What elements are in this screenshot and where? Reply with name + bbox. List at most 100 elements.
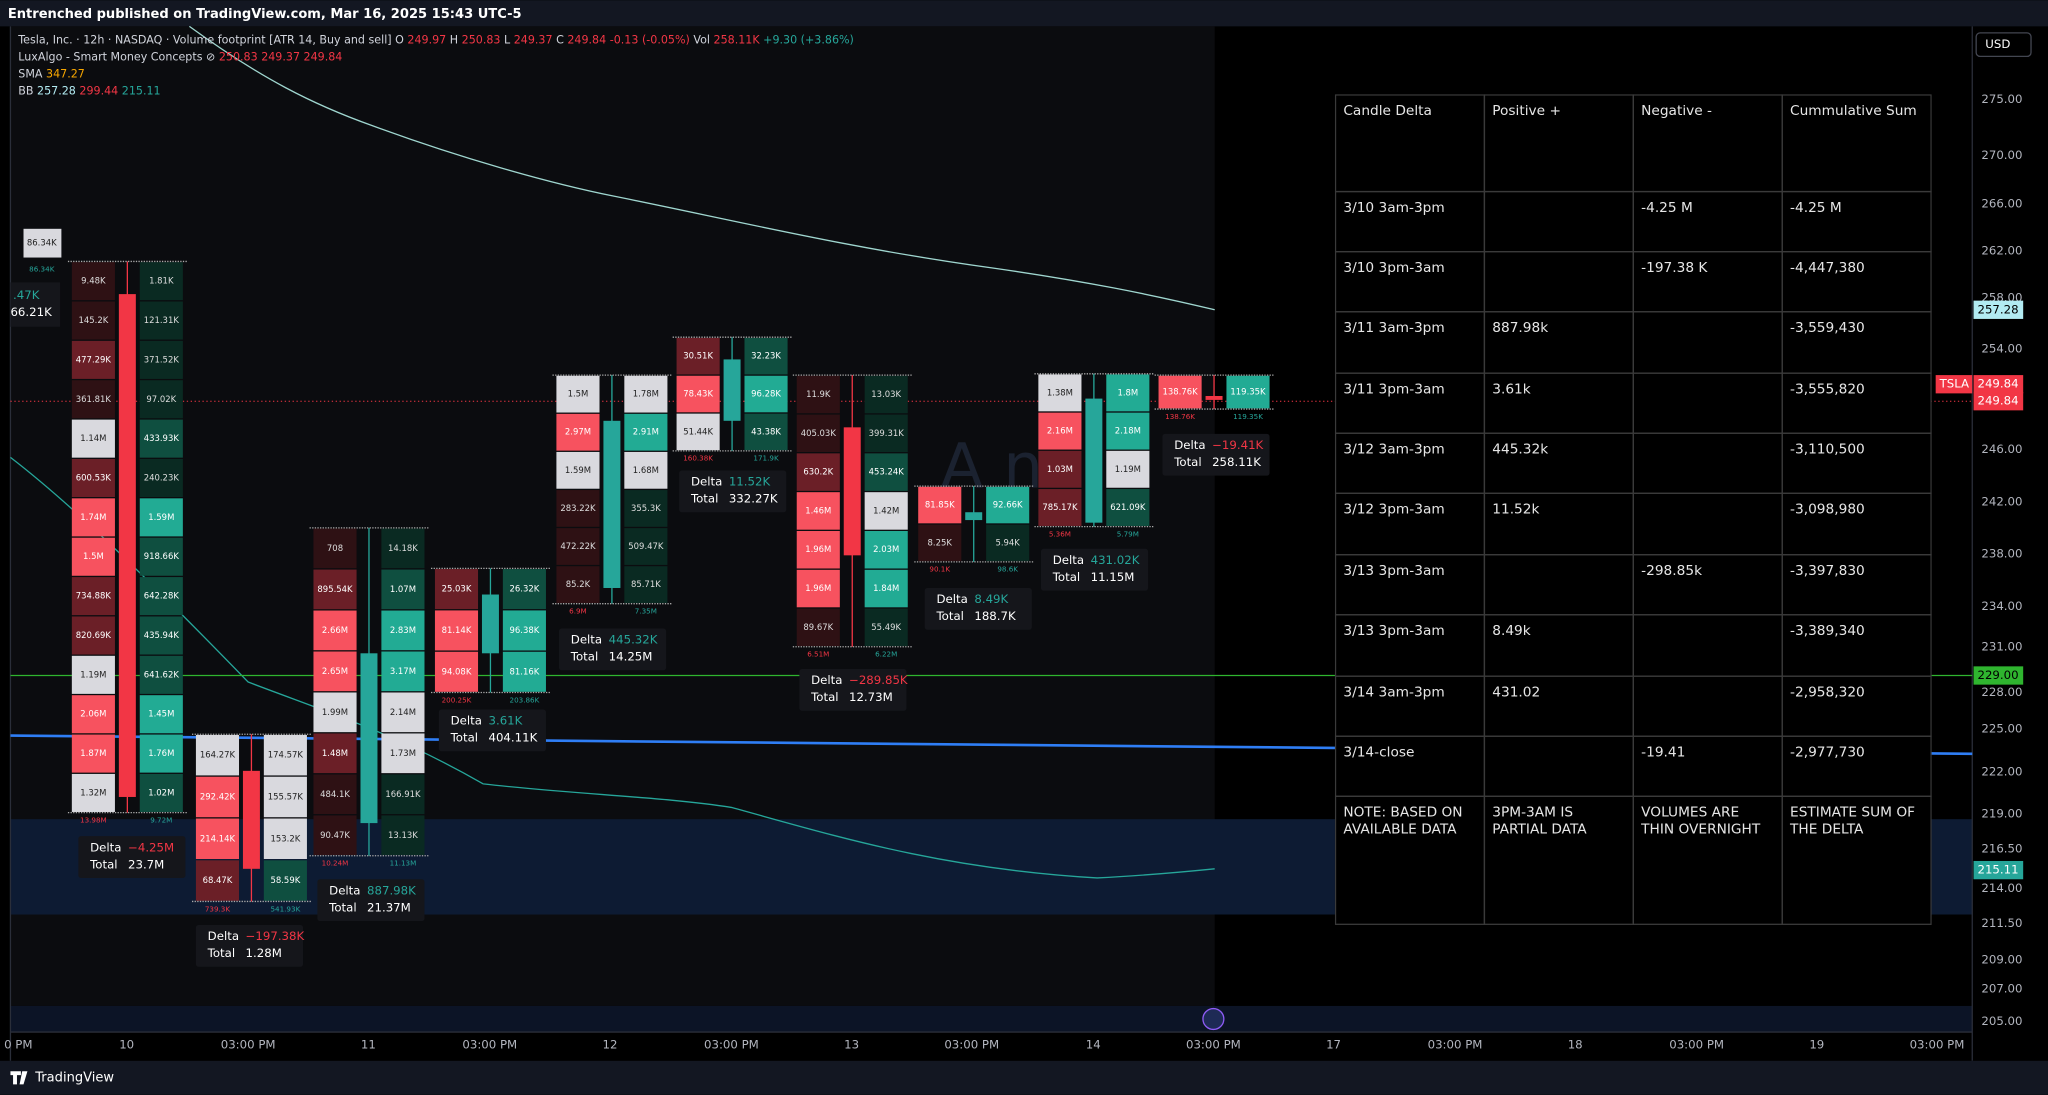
- foot-label: 160.38K: [683, 454, 713, 463]
- cell: [381, 692, 425, 733]
- time-label: 03:00 PM: [221, 1038, 276, 1052]
- total-label: Total: [207, 946, 235, 960]
- legend-line: Tesla, Inc. · 12h · NASDAQ · Volume foot…: [17, 34, 854, 47]
- table-cell: [1632, 493, 1783, 556]
- total-value: 23.7M: [128, 857, 164, 871]
- cell: [918, 486, 962, 524]
- cell-label: 1.96M: [805, 583, 831, 593]
- cell: [624, 528, 668, 565]
- cell: [381, 528, 425, 569]
- total-label: Total: [450, 731, 478, 745]
- cell-label: 477.29K: [76, 354, 112, 364]
- price-badge: [1973, 392, 2024, 411]
- price-label: 211.50: [1981, 916, 2022, 930]
- cell: [864, 414, 908, 453]
- table-cell: [1483, 735, 1634, 798]
- cell-label: 641.62K: [144, 669, 180, 679]
- cell: [1106, 450, 1150, 488]
- legend-item: Tesla, Inc. · 12h · NASDAQ · Volume foot…: [17, 34, 391, 47]
- table-cell: 3/11 3am-3pm: [1334, 311, 1485, 374]
- cell-label: 1.87M: [80, 748, 106, 758]
- foot-label: 13.98M: [80, 815, 107, 824]
- cell-label: 94.08K: [442, 666, 472, 676]
- cell: [1226, 375, 1270, 409]
- legend-item: C: [556, 34, 564, 47]
- table-cell: [1483, 250, 1634, 313]
- cell: [1038, 450, 1082, 488]
- price-label: 270.00: [1981, 148, 2022, 162]
- cell-label: 2.03M: [873, 544, 899, 554]
- total-value: 21.37M: [367, 900, 411, 914]
- cell: [796, 530, 840, 569]
- cell-label: 5.94K: [995, 537, 1020, 547]
- cell-label: 121.31K: [144, 315, 180, 325]
- delta-label: Delta: [811, 673, 842, 687]
- table-cell: -4.25 M: [1632, 190, 1783, 253]
- cell: [502, 610, 546, 651]
- cell: [624, 566, 668, 604]
- table-cell: Candle Delta: [1334, 94, 1485, 192]
- cell: [139, 695, 183, 734]
- legend-item: Vol: [693, 34, 710, 47]
- foot-label: 86.34K: [29, 264, 55, 273]
- table-cell: [1632, 372, 1783, 434]
- delta-value: 11.52K: [729, 475, 771, 489]
- foot-label: 6.22M: [875, 650, 897, 659]
- cell: [676, 413, 720, 451]
- cell: [139, 498, 183, 537]
- cell-label: 734.88K: [76, 591, 112, 601]
- cell: [381, 651, 425, 692]
- cell: [796, 453, 840, 491]
- currency-button[interactable]: [1975, 32, 2032, 58]
- cell-label: 1.81K: [149, 276, 174, 286]
- price-label: 225.00: [1981, 722, 2022, 736]
- cell-label: 785.17K: [1042, 502, 1078, 512]
- cell-label: 1.73M: [390, 748, 416, 758]
- table-cell: -4.25 M: [1780, 190, 1932, 253]
- price-label: 238.00: [1981, 547, 2022, 561]
- currency[interactable]: USD: [1985, 37, 2010, 51]
- time-label: 17: [1326, 1038, 1341, 1052]
- price-label: 254.00: [1981, 341, 2022, 355]
- cell-label: 708: [327, 543, 343, 553]
- bottom-band: [10, 1005, 1973, 1033]
- price-label: 266.00: [1981, 196, 2022, 210]
- cell: [744, 413, 788, 451]
- price-label: 214.00: [1981, 881, 2022, 895]
- legend-item: 249.84: [567, 34, 606, 47]
- price-label: 275.00: [1981, 92, 2022, 106]
- price-badge-label: TSLA: [1939, 377, 1970, 391]
- time-label: 03:00 PM: [944, 1038, 999, 1052]
- table-cell: 3/10 3am-3pm: [1334, 190, 1485, 253]
- cell-label: 153.2K: [270, 833, 300, 843]
- cell-label: 283.22K: [560, 503, 596, 513]
- cell-label: 81.85K: [925, 500, 955, 510]
- delta-box: [924, 587, 1032, 630]
- cell: [864, 453, 908, 491]
- candle-body: [481, 594, 499, 654]
- cell-label: 78.43K: [683, 389, 713, 399]
- delta-label: Delta: [571, 633, 602, 647]
- table: Candle Delta Positive + Negative - Cummulat…: [1334, 94, 1932, 926]
- cell: [434, 610, 479, 651]
- cell-label: 435.94K: [144, 630, 180, 640]
- legend-item: O: [395, 34, 404, 47]
- table-cell: 11.52k: [1483, 493, 1634, 556]
- table-cell: 3/10 3pm-3am: [1334, 250, 1485, 313]
- foot-label: 541.93K: [270, 904, 300, 913]
- cell: [556, 413, 600, 451]
- cell: [624, 451, 668, 489]
- foot-label: 203.86K: [510, 695, 540, 704]
- bb-lower-line: [10, 456, 1215, 879]
- foot-label: 10.24M: [322, 859, 349, 868]
- table-cell: 3/11 3pm-3am: [1334, 372, 1485, 434]
- cell-label: 1.5M: [83, 551, 104, 561]
- table-cell: [1632, 614, 1783, 677]
- cell-label: 214.14K: [200, 833, 236, 843]
- price-badge-label: 249.84: [1977, 377, 2018, 391]
- cell: [71, 616, 115, 655]
- legend-item: 215.11: [122, 85, 161, 98]
- candle-body: [843, 427, 861, 556]
- total-label: Total: [690, 492, 718, 506]
- cell-label: 155.57K: [268, 791, 304, 801]
